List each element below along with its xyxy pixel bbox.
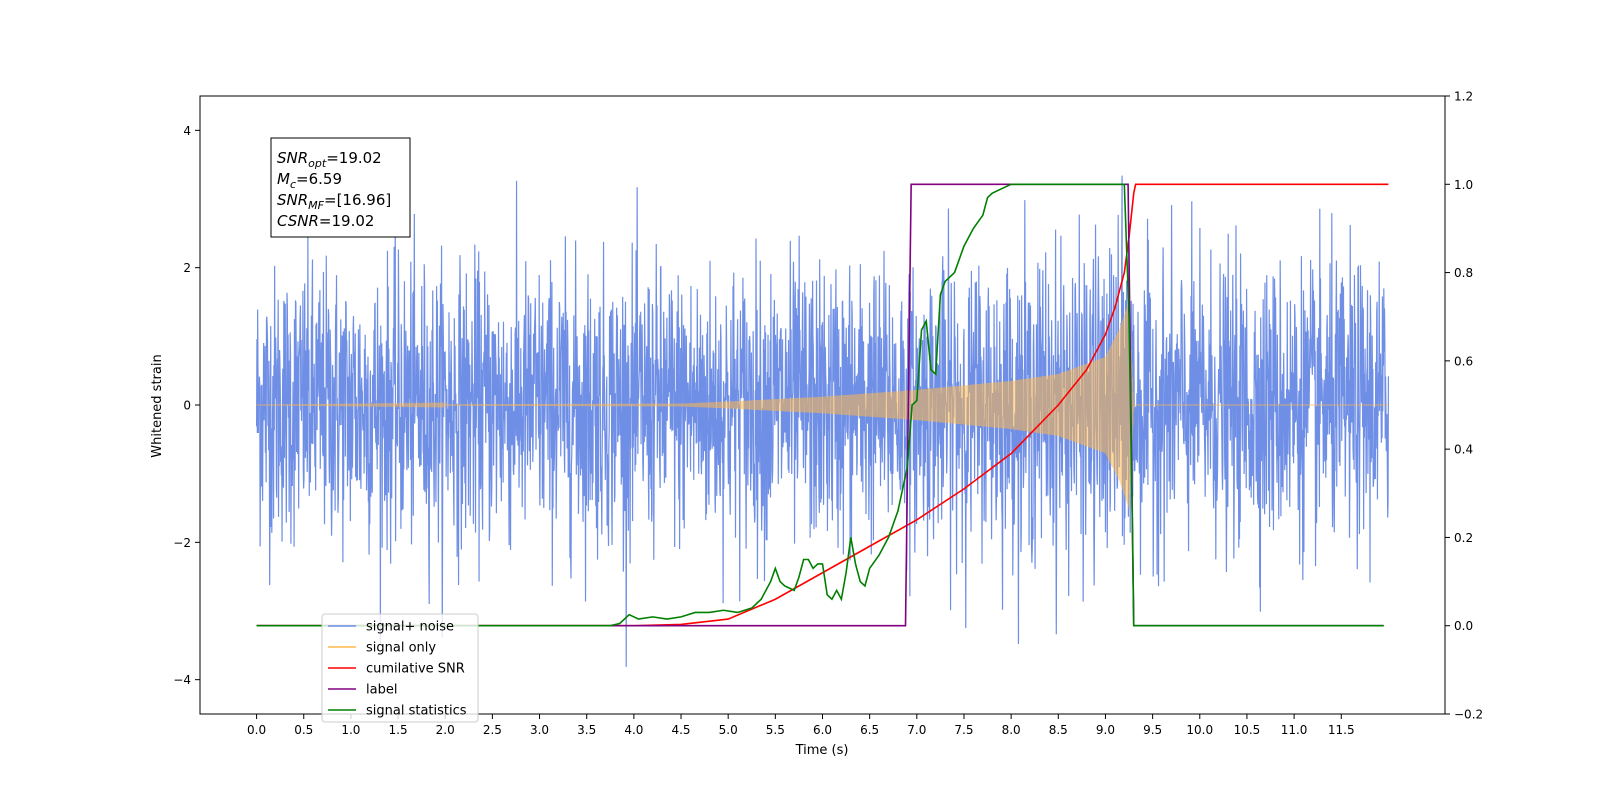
y2-tick-label: 0.8: [1454, 266, 1473, 280]
legend: signal+ noise signal only cumilative SNR la…: [321, 613, 479, 723]
x-tick-label: 6.5: [860, 723, 879, 737]
x-axis: 0.0 0.5 1.0 1.5 2.0 2.5 3.0 3.5 4.0 4.5 5.0 5.5 6.0 6…: [247, 714, 1355, 737]
annotation-line: SNRopt=19.02: [277, 149, 382, 170]
x-tick-label: 3.5: [577, 723, 596, 737]
x-tick-label: 10.5: [1234, 723, 1261, 737]
x-tick-label: 5.5: [766, 723, 785, 737]
legend-item-signal-noise: signal+ noise: [328, 620, 454, 635]
annotation-line: Mc=6.59: [277, 170, 342, 191]
legend-label: cumilative SNR: [366, 662, 465, 677]
legend-item-label: label: [328, 683, 397, 698]
legend-item-cumilative-snr: cumilative SNR: [328, 662, 465, 677]
x-tick-label: 8.5: [1049, 723, 1068, 737]
x-tick-label: 1.0: [341, 723, 360, 737]
x-tick-label: 9.0: [1096, 723, 1115, 737]
legend-item-signal-only: signal only: [328, 641, 436, 656]
y-tick-label: −2: [173, 536, 191, 550]
y-tick-label: 2: [183, 261, 191, 275]
x-tick-label: 7.0: [907, 723, 926, 737]
legend-label: label: [366, 683, 397, 698]
y-tick-label: −4: [173, 673, 191, 687]
y-tick-label: 4: [183, 124, 191, 138]
y-tick-label: 0: [183, 399, 191, 413]
y2-tick-label: 0.2: [1454, 531, 1473, 545]
y-axis-label: Whitened strain: [150, 354, 165, 457]
y2-tick-label: 1.0: [1454, 178, 1473, 192]
y2-tick-label: 0.6: [1454, 354, 1473, 368]
x-tick-label: 2.5: [483, 723, 502, 737]
series-signal-noise: [255, 175, 1390, 667]
x-tick-label: 11.0: [1281, 723, 1308, 737]
x-tick-label: 4.5: [671, 723, 690, 737]
x-tick-label: 0.0: [247, 723, 266, 737]
x-tick-label: 10.0: [1186, 723, 1213, 737]
x-tick-label: 9.5: [1143, 723, 1162, 737]
legend-label: signal+ noise: [366, 620, 454, 635]
legend-label: signal only: [366, 641, 436, 656]
legend-label: signal statistics: [366, 704, 467, 719]
x-tick-label: 7.5: [954, 723, 973, 737]
series-signal-statistics: [256, 183, 1384, 627]
y2-tick-label: 0.0: [1454, 619, 1473, 633]
y-axis-left: 4 2 0 −2 −4: [173, 124, 200, 687]
x-tick-label: 0.5: [294, 723, 313, 737]
y2-tick-label: −0.2: [1454, 708, 1483, 722]
x-tick-label: 11.5: [1328, 723, 1355, 737]
x-tick-label: 2.0: [436, 723, 455, 737]
y-axis-right: 1.2 1.0 0.8 0.6 0.4 0.2 0.0 −0.2: [1445, 90, 1483, 722]
y2-tick-label: 0.4: [1454, 443, 1473, 457]
x-tick-label: 3.0: [530, 723, 549, 737]
annotation-box: SNRopt=19.02Mc=6.59SNRMF=[16.96]CSNR=19.…: [270, 137, 411, 238]
x-tick-label: 4.0: [624, 723, 643, 737]
annotation-line: SNRMF=[16.96]: [277, 191, 391, 212]
x-tick-label: 1.5: [389, 723, 408, 737]
legend-item-signal-statistics: signal statistics: [328, 704, 467, 719]
x-tick-label: 6.0: [813, 723, 832, 737]
x-axis-label: Time (s): [795, 743, 849, 758]
x-tick-label: 8.0: [1002, 723, 1021, 737]
series-layer: [255, 175, 1390, 667]
y2-tick-label: 1.2: [1454, 90, 1473, 104]
series-signal-only: [256, 302, 1389, 509]
x-tick-label: 5.0: [719, 723, 738, 737]
annotation-line: CSNR=19.02: [277, 212, 374, 230]
